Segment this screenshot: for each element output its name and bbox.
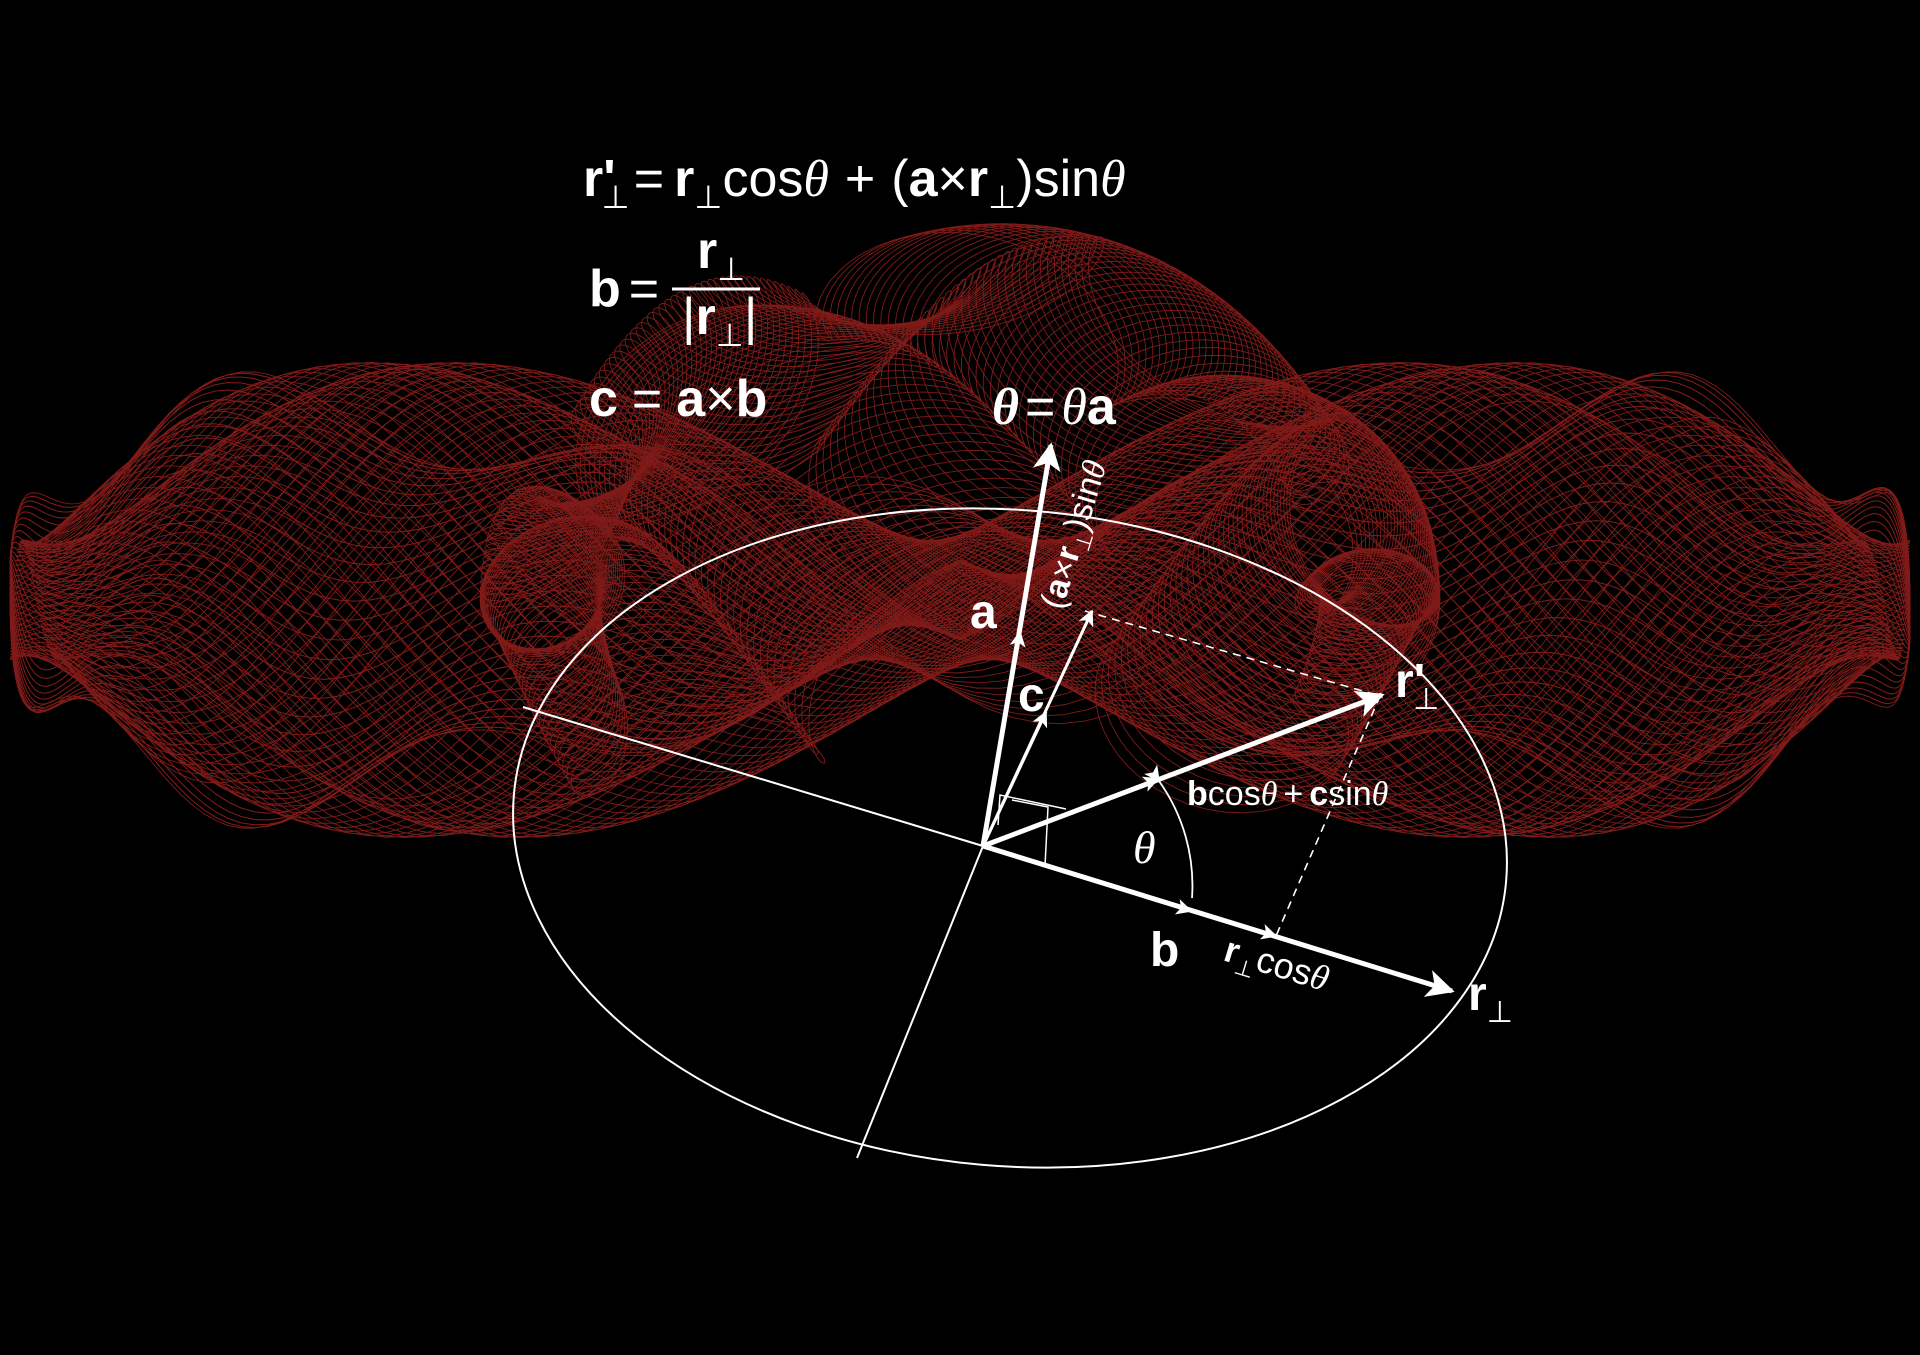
spiro-curve [9,363,1911,837]
theta-arc [1144,764,1194,899]
r-perp-cos-arrow [982,844,1278,940]
spiro-curve [27,368,1893,832]
formula-b-lhs: b = [589,260,659,318]
bcos-csin-arrow [982,776,1160,848]
spiro-curve [493,233,1427,660]
label-c: c [1018,669,1045,722]
a-unit-arrow [981,630,1026,847]
spiro-curve [43,365,1877,835]
label-r-perp-prime: r'⊥ [1395,655,1439,716]
spiro-curve [486,303,1434,727]
spiro-curve [26,371,1894,829]
spiro-curve [491,283,1429,706]
formula-b-definition: b = r⊥ |r⊥| [589,222,760,353]
formula-rotation: r'⊥= r⊥cosθ + (a×r⊥)sinθ [583,150,1126,215]
spiro-curve [43,363,1877,837]
spiro-curve [491,230,1429,658]
spiro-curve [39,362,1881,838]
fraction-denominator: |r⊥| [682,288,757,353]
label-angle-theta: θ [1133,822,1156,873]
spiro-curve [21,408,1899,792]
spiro-curve [37,365,1883,835]
label-bcos-csin: bcosθ + csinθ [1187,775,1388,813]
spiro-curve [485,309,1435,735]
diameter-line-bottom [856,845,984,1159]
diameter-line-left [522,706,984,847]
spiro-curve [40,361,1880,839]
spiro-curve [9,371,1911,829]
spiro-curve [479,231,1441,657]
spirograph-curves [9,223,1911,839]
label-r-perp: r⊥ [1468,968,1513,1029]
label-theta-vector: θ = θa [992,378,1117,436]
spiro-curve [10,368,1910,832]
spiro-curve [30,362,1890,838]
spiro-curve [41,362,1879,838]
label-b: b [1150,924,1179,977]
c-unit-arrow [981,710,1048,847]
formula-c-definition: c = a×b [589,370,767,428]
spiro-curve [50,381,1870,819]
label-a: a [970,586,997,639]
projection-dash-sin [1084,610,1381,697]
spiro-curve [480,362,1440,789]
spiro-curve [489,228,1431,656]
fraction-numerator: r⊥ [697,222,745,287]
projection-dash-cos [1275,695,1381,937]
